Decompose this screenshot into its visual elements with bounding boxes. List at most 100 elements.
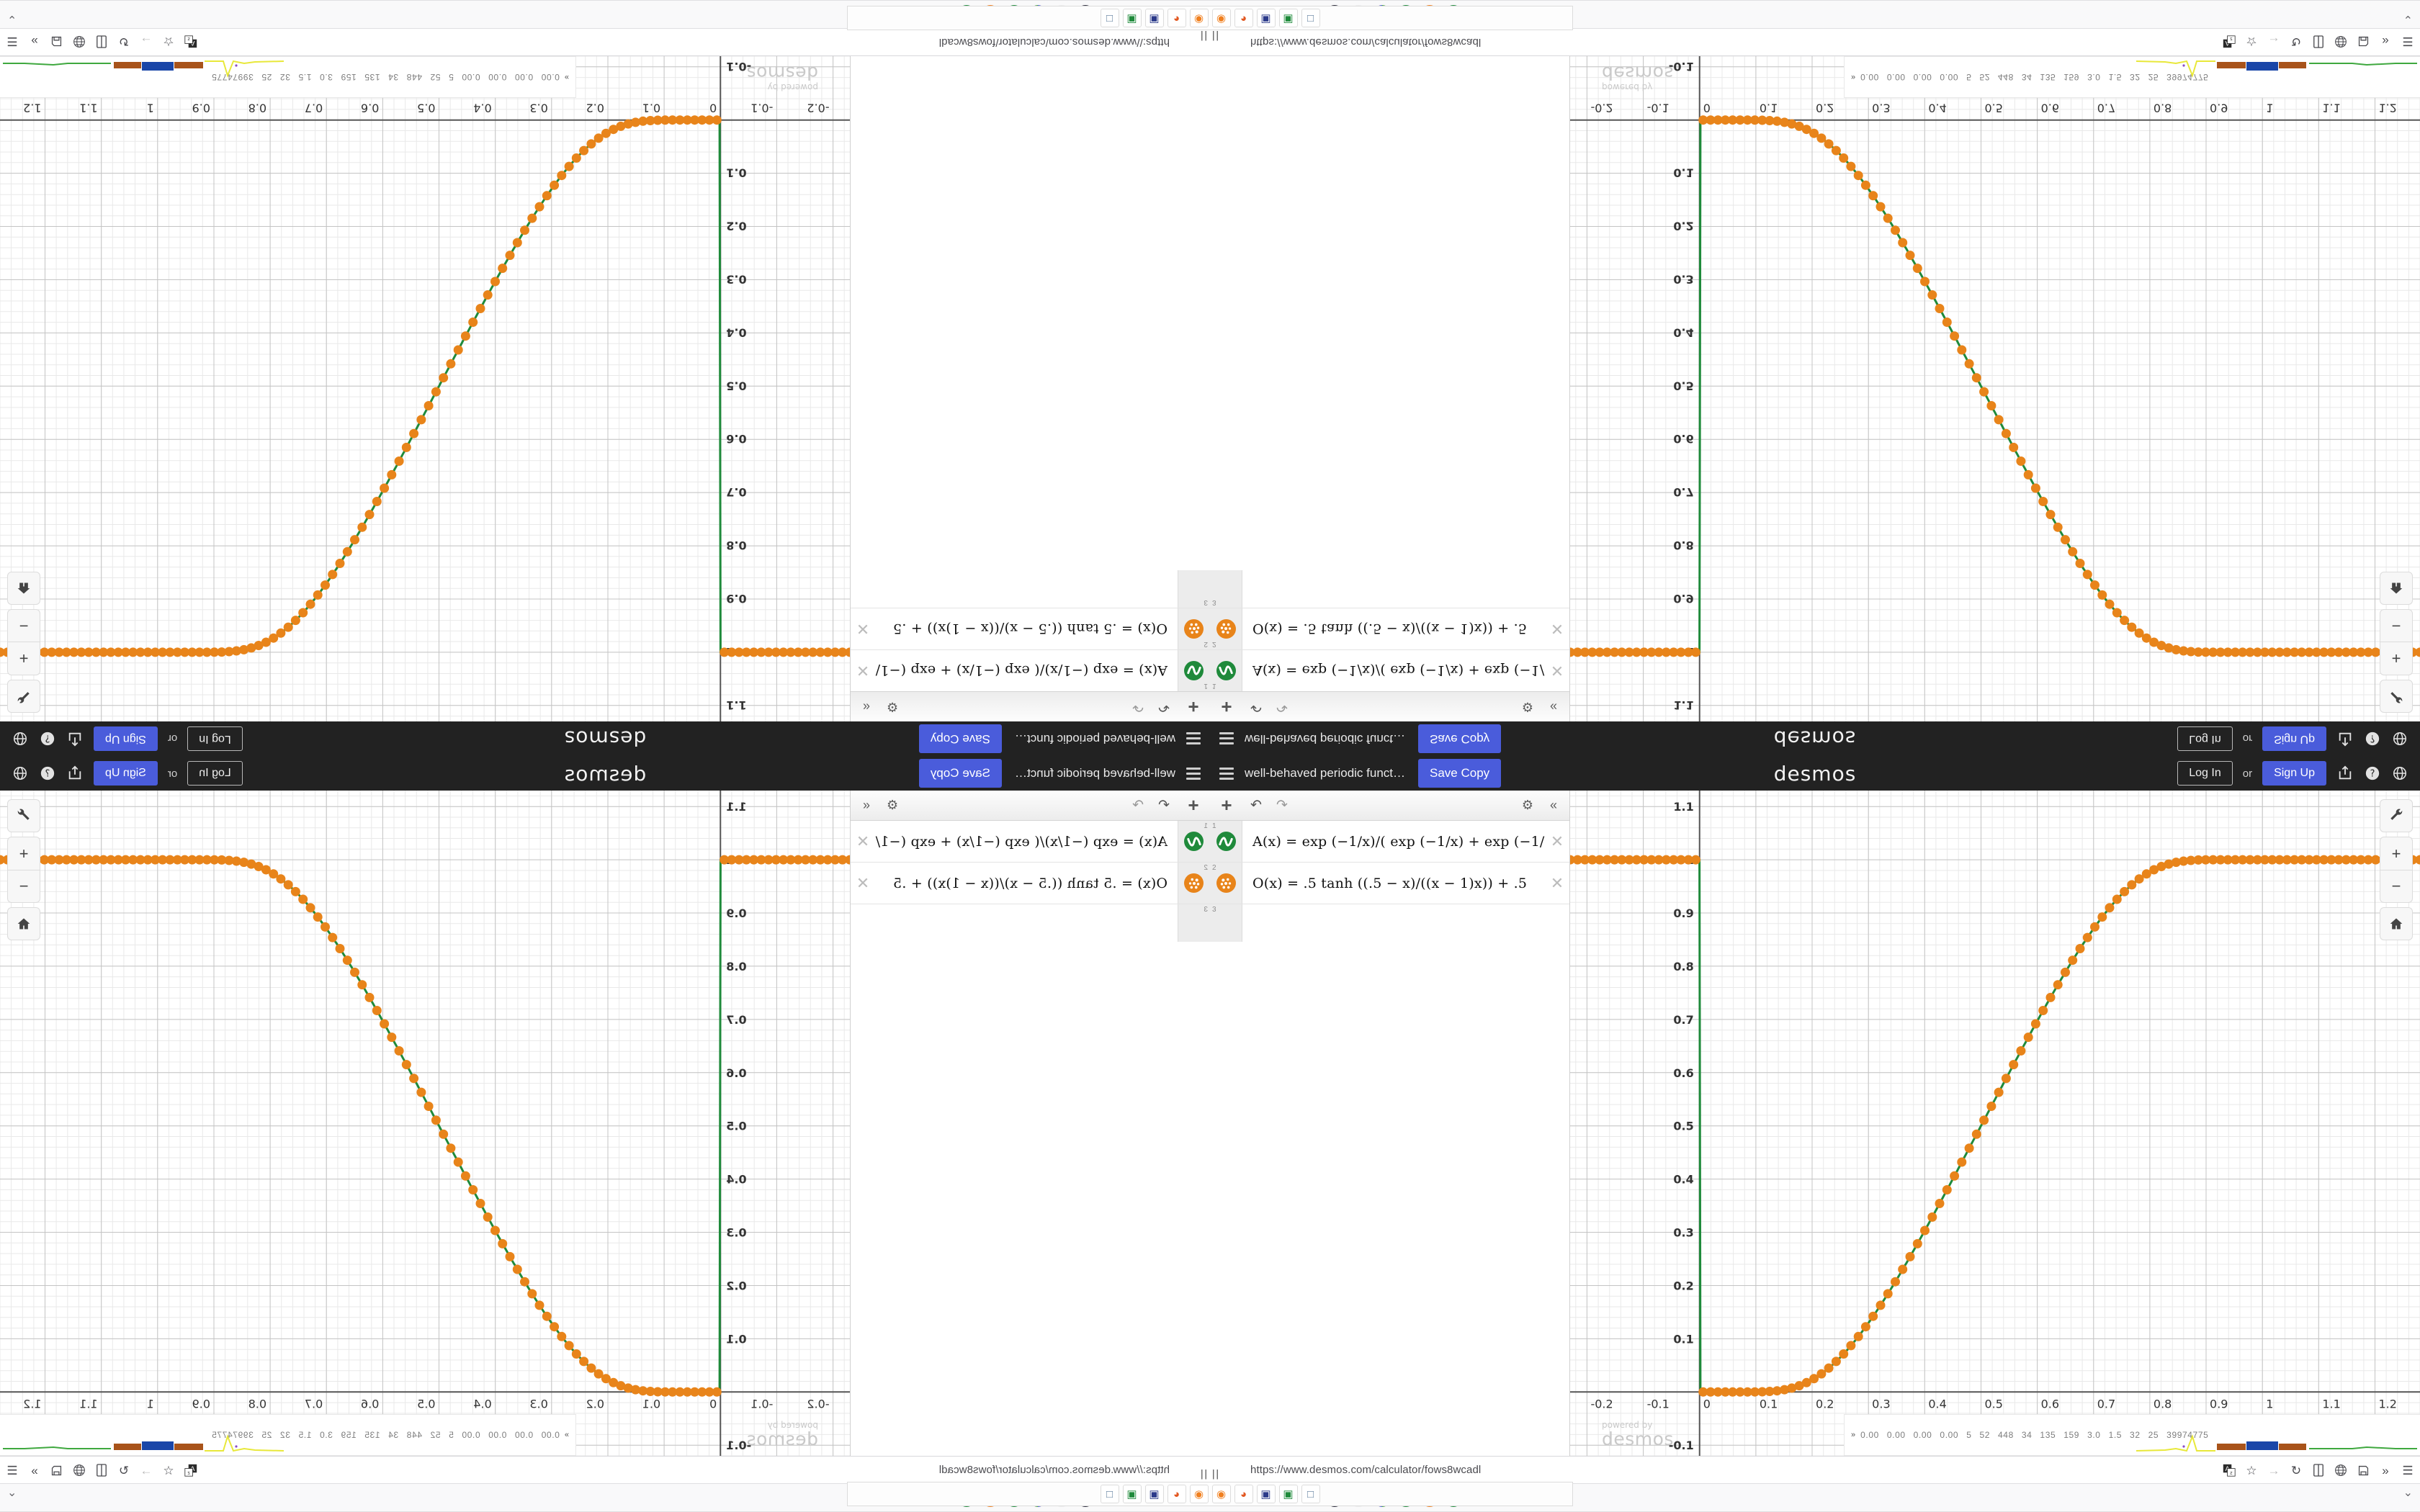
expression-formula[interactable]: [1242, 904, 1569, 942]
dotted-points-icon[interactable]: [1216, 619, 1236, 639]
zoom-out-button[interactable]: −: [7, 609, 40, 642]
gear-icon[interactable]: ⚙: [886, 798, 899, 812]
graph-settings-wrench-button[interactable]: [7, 799, 40, 832]
collapse-panel-button[interactable]: «: [1549, 700, 1557, 714]
reader-mode-icon[interactable]: [2311, 1462, 2326, 1478]
hamburger-menu-icon[interactable]: [1210, 721, 1240, 756]
zoom-in-button[interactable]: +: [2380, 837, 2413, 870]
log-in-button[interactable]: Log In: [2177, 726, 2233, 751]
graph-title[interactable]: well-behaved periodic funct…: [1245, 766, 1406, 780]
collapse-panel-button[interactable]: «: [863, 798, 871, 812]
log-in-button[interactable]: Log In: [187, 761, 243, 786]
zoom-in-button[interactable]: +: [7, 837, 40, 870]
wave-curve-icon[interactable]: [1216, 832, 1236, 851]
reader-mode-icon[interactable]: [94, 34, 109, 50]
app-icon-save-blue[interactable]: ▣: [1144, 1485, 1164, 1503]
undo-button[interactable]: ↶: [1158, 798, 1170, 813]
save-copy-button[interactable]: Save Copy: [918, 759, 1002, 788]
sign-up-button[interactable]: Sign Up: [94, 761, 158, 786]
expression-formula[interactable]: O(x) = .5 tanh ((.5 − x)/((x − 1)x)) + .…: [892, 875, 1168, 891]
zoom-in-button[interactable]: +: [2380, 642, 2413, 675]
redo-button[interactable]: ↷: [1276, 798, 1288, 813]
delete-expression-button[interactable]: ✕: [856, 662, 870, 680]
translate-icon[interactable]: Az: [2221, 1462, 2237, 1478]
chevron-down-icon[interactable]: ⌄: [2403, 1487, 2413, 1499]
app-icon-firefox[interactable]: ◕: [1234, 9, 1253, 27]
undo-button[interactable]: ↶: [1250, 699, 1262, 714]
expression-row[interactable]: 1 A(x) = exp (−1/x)/( exp (−1/x) + exp (…: [851, 821, 1210, 863]
dotted-points-icon[interactable]: [1216, 873, 1236, 893]
firefox-url-bar[interactable]: https://www.desmos.com/calculator/fows8w…: [0, 1457, 1210, 1484]
expression-formula[interactable]: A(x) = exp (−1/x)/( exp (−1/x) + exp (−1…: [875, 833, 1168, 850]
gear-icon[interactable]: ⚙: [1521, 700, 1534, 714]
dotted-points-icon[interactable]: [1184, 873, 1204, 893]
undo-button[interactable]: ↶: [1250, 798, 1262, 813]
globe-icon[interactable]: [2333, 34, 2349, 50]
share-icon[interactable]: [66, 730, 84, 747]
help-icon[interactable]: ?: [2364, 765, 2381, 782]
dotted-points-icon[interactable]: [1184, 619, 1204, 639]
help-icon[interactable]: ?: [39, 730, 56, 747]
language-globe-icon[interactable]: [12, 765, 29, 782]
pocket-icon[interactable]: [2355, 34, 2371, 50]
pocket-icon[interactable]: [2355, 1462, 2371, 1478]
expression-row-empty[interactable]: 3: [851, 904, 1210, 942]
expression-formula[interactable]: [851, 904, 1178, 942]
pocket-icon[interactable]: [49, 1462, 65, 1478]
home-reset-button[interactable]: [2380, 907, 2413, 940]
firefox-url-bar[interactable]: https://www.desmos.com/calculator/fows8w…: [1210, 1457, 2420, 1484]
add-expression-button[interactable]: +: [1221, 696, 1232, 718]
expression-formula[interactable]: O(x) = .5 tanh ((.5 − x)/((x − 1)x)) + .…: [892, 621, 1168, 637]
app-icon-firefox-dev[interactable]: ◉: [1211, 9, 1231, 27]
delete-expression-button[interactable]: ✕: [1550, 832, 1564, 850]
app-icon-firefox[interactable]: ◕: [1234, 1485, 1253, 1503]
expression-formula[interactable]: [1242, 570, 1569, 608]
app-icon-save-green[interactable]: ▣: [1278, 9, 1298, 27]
app-icon-screenshot[interactable]: □: [1100, 9, 1119, 27]
globe-icon[interactable]: [2333, 1462, 2349, 1478]
reload-icon[interactable]: ↻: [2290, 1463, 2302, 1477]
delete-expression-button[interactable]: ✕: [1550, 620, 1564, 639]
expression-row[interactable]: 2 O(x) = .5 tanh ((.5 − x)/((x − 1): [851, 608, 1210, 649]
app-icon-save-green[interactable]: ▣: [1122, 9, 1142, 27]
wave-curve-icon[interactable]: [1184, 832, 1204, 851]
expand-caret-icon[interactable]: »: [564, 73, 569, 81]
share-icon[interactable]: [66, 765, 84, 782]
graph-canvas[interactable]: -0.2 -0.1 0.1 0.2 0.3 0.4 0.5 0.6 0.7 0.8 0.9 1 1.1 1…: [0, 791, 850, 1456]
home-reset-button[interactable]: [7, 907, 40, 940]
graph-canvas[interactable]: -0.2 -0.1 0.1 0.2 0.3 0.4 0.5 0.6 0.7 0.8 0.9 1 1.1 1…: [0, 56, 850, 721]
expression-formula[interactable]: A(x) = exp (−1/x)/( exp (−1/x) + exp (−1…: [1252, 662, 1545, 679]
expression-row[interactable]: 2 O(x) = .5 tanh ((.5 − x)/((x − 1): [1210, 608, 1569, 649]
expand-caret-icon[interactable]: »: [1851, 1431, 1856, 1439]
sign-up-button[interactable]: Sign Up: [2262, 726, 2326, 751]
firefox-url-bar[interactable]: https://www.desmos.com/calculator/fows8w…: [1210, 28, 2420, 55]
app-icon-save-blue[interactable]: ▣: [1256, 1485, 1276, 1503]
undo-button[interactable]: ↶: [1158, 699, 1170, 714]
url-text[interactable]: https://www.desmos.com/calculator/fows8w…: [1250, 1464, 1482, 1476]
delete-expression-button[interactable]: ✕: [856, 832, 870, 850]
help-icon[interactable]: ?: [2364, 730, 2381, 747]
gear-icon[interactable]: ⚙: [1521, 798, 1534, 812]
redo-button[interactable]: ↷: [1132, 699, 1144, 714]
wave-curve-icon[interactable]: [1184, 661, 1204, 680]
sign-up-button[interactable]: Sign Up: [94, 726, 158, 751]
collapse-panel-button[interactable]: «: [1549, 798, 1557, 812]
expand-caret-icon[interactable]: »: [564, 1431, 569, 1439]
save-copy-button[interactable]: Save Copy: [918, 724, 1002, 753]
delete-expression-button[interactable]: ✕: [856, 873, 870, 892]
expression-formula[interactable]: O(x) = .5 tanh ((.5 − x)/((x − 1)x)) + .…: [1252, 621, 1528, 637]
app-icon-save-blue[interactable]: ▣: [1256, 9, 1276, 27]
zoom-out-button[interactable]: −: [7, 870, 40, 903]
language-globe-icon[interactable]: [2391, 765, 2408, 782]
home-reset-button[interactable]: [7, 572, 40, 605]
graph-canvas[interactable]: -0.2 -0.1 0.1 0.2 0.3 0.4 0.5 0.6 0.7 0.8 0.9 1 1.1 1…: [1570, 791, 2420, 1456]
expand-caret-icon[interactable]: »: [1851, 73, 1856, 81]
redo-button[interactable]: ↷: [1276, 699, 1288, 714]
hamburger-menu-icon[interactable]: ☰: [2402, 1463, 2414, 1477]
app-icon-firefox[interactable]: ◕: [1167, 1485, 1186, 1503]
expression-row-empty[interactable]: 3: [851, 570, 1210, 608]
forward-arrow-icon[interactable]: →: [2267, 1463, 2280, 1477]
translate-icon[interactable]: Az: [2221, 34, 2237, 50]
expression-row-empty[interactable]: 3: [1210, 904, 1569, 942]
help-icon[interactable]: ?: [39, 765, 56, 782]
